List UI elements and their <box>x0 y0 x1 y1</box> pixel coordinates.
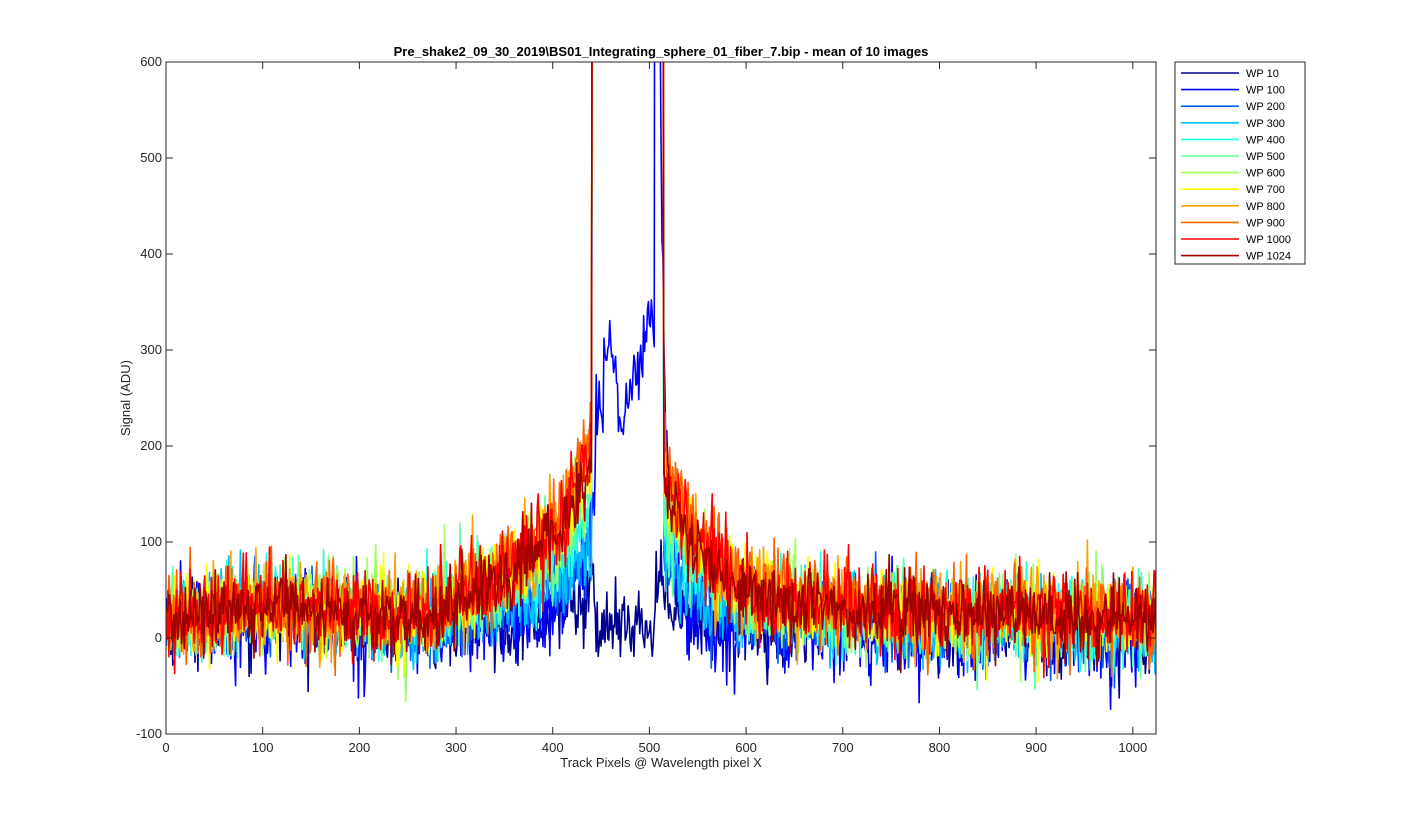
legend-label: WP 1024 <box>1246 251 1291 263</box>
x-tick-label: 500 <box>639 740 661 755</box>
legend-label: WP 300 <box>1246 118 1285 130</box>
y-tick-label: -100 <box>136 726 162 741</box>
series-layer <box>166 62 1156 711</box>
series-line-wp-1024 <box>166 62 1156 674</box>
y-tick-label: 100 <box>140 534 162 549</box>
axes-frame <box>165 61 1157 735</box>
x-tick-label: 300 <box>445 740 467 755</box>
chart-title: Pre_shake2_09_30_2019\BS01_Integrating_s… <box>394 44 929 59</box>
legend-label: WP 200 <box>1246 101 1285 113</box>
legend: WP 10 WP 100 WP 200 WP 300 WP 400 WP 500 WP 60… <box>1174 61 1306 265</box>
legend-label: WP 400 <box>1246 134 1285 146</box>
ticks-layer: 0 100 200 300 400 500 600 700 800 900 1000-1000100… <box>136 54 1156 755</box>
legend-label: WP 10 <box>1246 68 1279 80</box>
x-tick-label: 900 <box>1025 740 1047 755</box>
x-tick-label: 800 <box>929 740 951 755</box>
legend-label: WP 600 <box>1246 168 1285 180</box>
legend-label: WP 700 <box>1246 184 1285 196</box>
y-tick-label: 200 <box>140 438 162 453</box>
y-tick-label: 600 <box>140 54 162 69</box>
x-tick-label: 1000 <box>1118 740 1147 755</box>
y-tick-label: 500 <box>140 150 162 165</box>
y-axis-label: Signal (ADU) <box>118 360 133 436</box>
legend-box <box>1174 61 1306 265</box>
legend-label: WP 500 <box>1246 151 1285 163</box>
x-tick-label: 200 <box>349 740 371 755</box>
plot-area: 0 100 200 300 400 500 600 700 800 900 1000-1000100… <box>136 54 1157 755</box>
legend-label: WP 800 <box>1246 201 1285 213</box>
x-tick-label: 400 <box>542 740 564 755</box>
y-tick-label: 300 <box>140 342 162 357</box>
x-axis-label: Track Pixels @ Wavelength pixel X <box>560 755 762 770</box>
legend-label: WP 100 <box>1246 85 1285 97</box>
legend-label: WP 1000 <box>1246 234 1291 246</box>
x-tick-label: 700 <box>832 740 854 755</box>
x-tick-label: 100 <box>252 740 274 755</box>
x-tick-label: 600 <box>735 740 757 755</box>
legend-label: WP 900 <box>1246 217 1285 229</box>
y-tick-label: 0 <box>155 630 162 645</box>
x-tick-label: 0 <box>162 740 169 755</box>
y-tick-label: 400 <box>140 246 162 261</box>
